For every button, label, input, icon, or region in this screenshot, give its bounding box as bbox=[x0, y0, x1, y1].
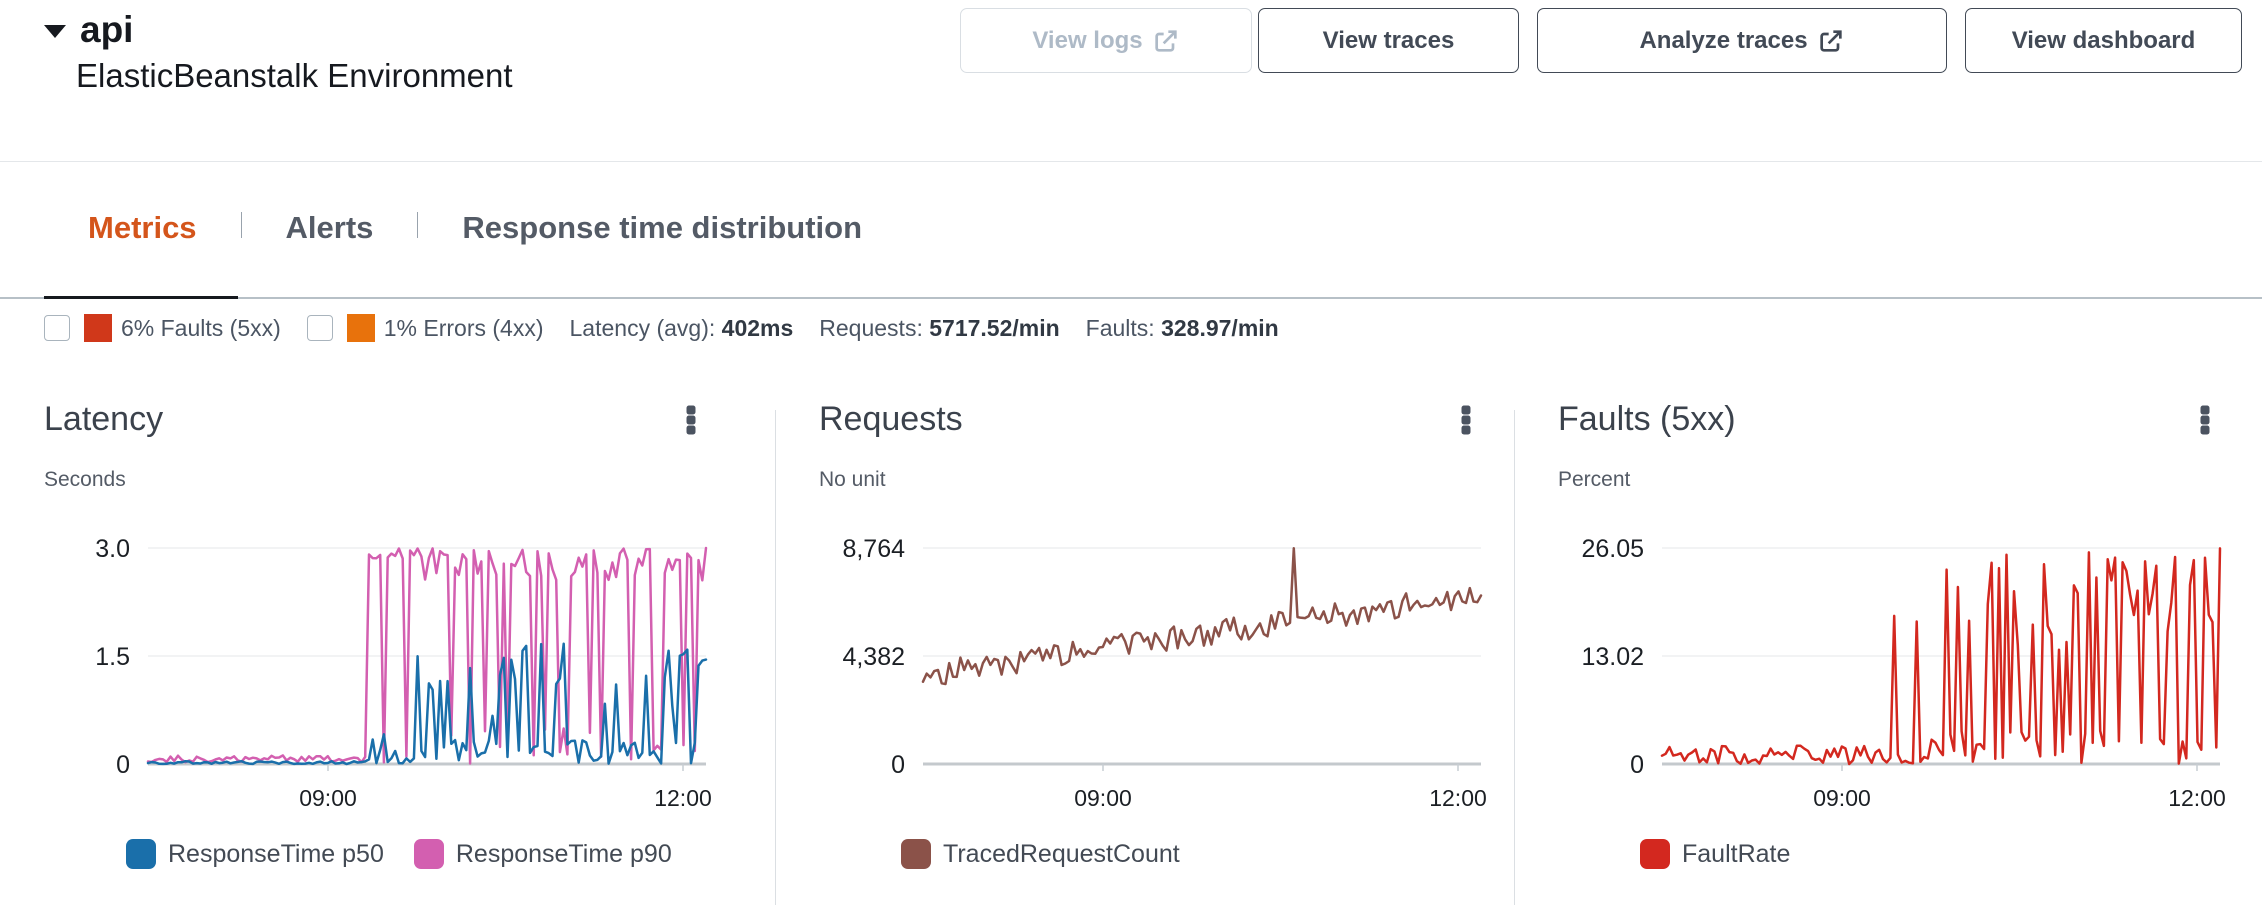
svg-text:09:00: 09:00 bbox=[299, 785, 357, 811]
svg-text:09:00: 09:00 bbox=[1074, 785, 1132, 811]
svg-text:12:00: 12:00 bbox=[2168, 785, 2226, 811]
svg-text:26.05: 26.05 bbox=[1581, 535, 1644, 563]
svg-text:3.0: 3.0 bbox=[95, 535, 130, 563]
svg-text:4,382: 4,382 bbox=[842, 643, 905, 671]
svg-text:0: 0 bbox=[1630, 751, 1644, 779]
svg-text:13.02: 13.02 bbox=[1581, 643, 1644, 671]
svg-text:0: 0 bbox=[891, 751, 905, 779]
svg-text:1.5: 1.5 bbox=[95, 643, 130, 671]
svg-text:8,764: 8,764 bbox=[842, 535, 905, 563]
svg-text:12:00: 12:00 bbox=[654, 785, 712, 811]
svg-text:09:00: 09:00 bbox=[1813, 785, 1871, 811]
svg-text:12:00: 12:00 bbox=[1429, 785, 1487, 811]
svg-text:0: 0 bbox=[116, 751, 130, 779]
